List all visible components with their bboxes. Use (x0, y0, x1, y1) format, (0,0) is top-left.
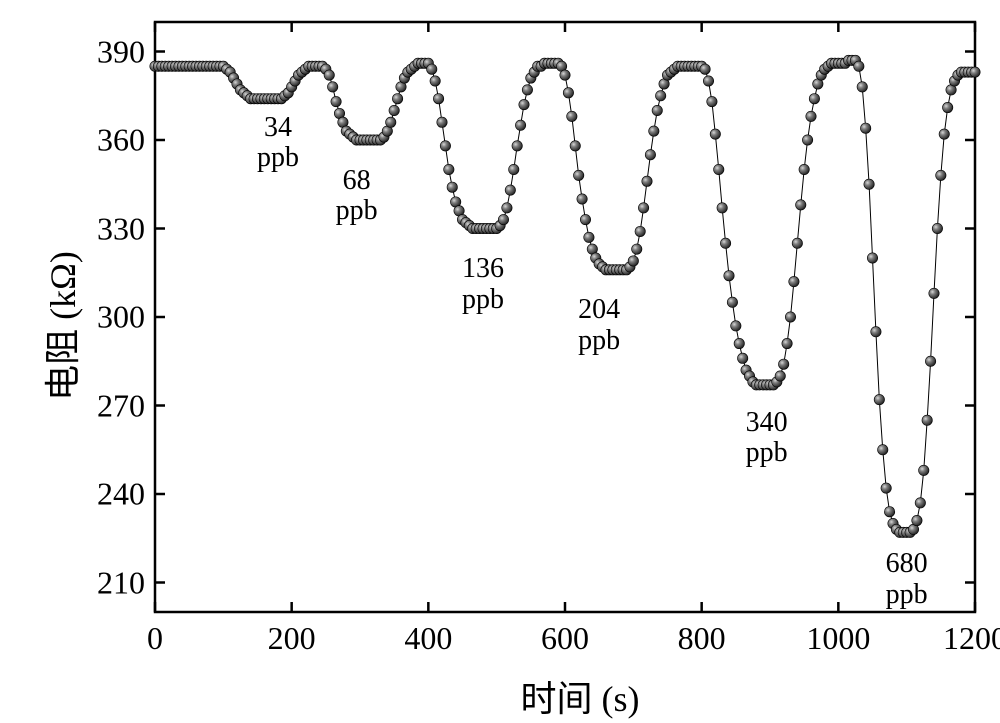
x-tick-label: 1200 (943, 620, 1000, 657)
resistance-time-chart: 电阻 (kΩ) 时间 (s) 210240270300330360390 020… (0, 0, 1000, 723)
concentration-annotation: 34ppb (257, 113, 299, 175)
y-tick-label: 330 (85, 210, 145, 247)
x-tick-label: 200 (268, 620, 316, 657)
y-tick-label: 300 (85, 299, 145, 336)
x-tick-label: 400 (404, 620, 452, 657)
concentration-annotation: 680ppb (886, 549, 928, 611)
y-tick-label: 210 (85, 564, 145, 601)
plot-area (0, 0, 1000, 723)
concentration-annotation: 204ppb (578, 295, 620, 357)
x-tick-label: 0 (147, 620, 163, 657)
concentration-annotation: 68ppb (336, 166, 378, 228)
y-tick-label: 240 (85, 476, 145, 513)
x-tick-label: 600 (541, 620, 589, 657)
x-tick-label: 800 (678, 620, 726, 657)
y-tick-label: 390 (85, 33, 145, 70)
y-tick-label: 270 (85, 387, 145, 424)
concentration-annotation: 136ppb (462, 254, 504, 316)
concentration-annotation: 340ppb (746, 408, 788, 470)
x-tick-label: 1000 (806, 620, 870, 657)
y-tick-label: 360 (85, 122, 145, 159)
